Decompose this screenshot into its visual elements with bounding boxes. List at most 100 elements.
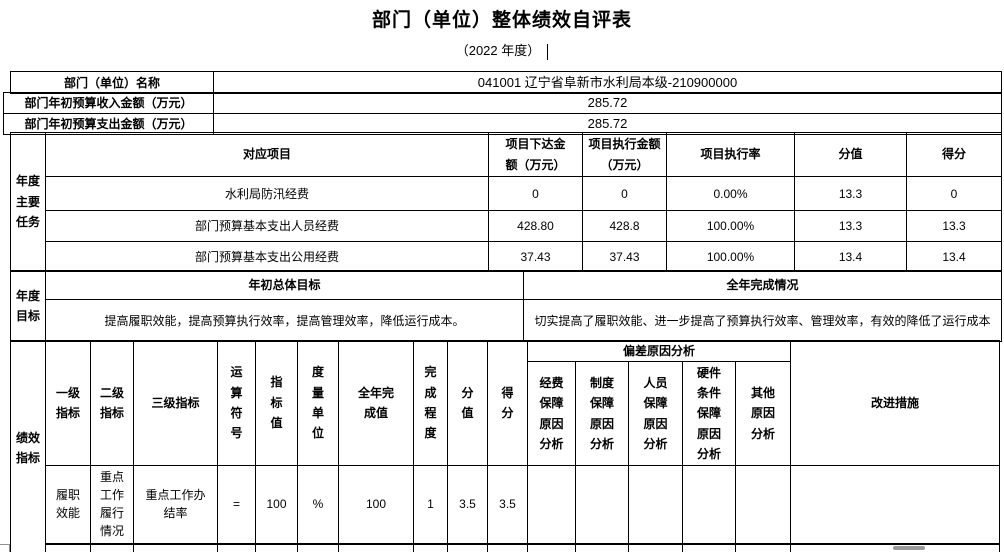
task-score-value[interactable]: 13.3	[794, 210, 907, 242]
ind-dev-funds-cell[interactable]	[527, 465, 576, 545]
ind-unit[interactable]: %	[297, 465, 339, 545]
section-label-tasks: 年度 主要 任务	[10, 132, 46, 272]
ind-dev-hardware-cell[interactable]	[682, 465, 736, 545]
info-row: 部门年初预算支出金额（万元） 285.72	[3, 113, 1002, 135]
task-score-value[interactable]: 13.3	[794, 176, 907, 211]
task-row: 水利局防汛经费 0 0 0.00% 13.3 0	[11, 176, 1002, 211]
empty-cell[interactable]	[338, 543, 414, 552]
ind-improvement-cell[interactable]	[790, 465, 1000, 545]
task-score[interactable]: 13.4	[906, 241, 1002, 272]
tasks-header-executed: 项目执行金额 （万元）	[582, 132, 667, 177]
info-value[interactable]: 285.72	[213, 92, 1002, 114]
empty-cell[interactable]	[297, 543, 339, 552]
tasks-header-issued: 项目下达金 额（万元）	[488, 132, 583, 177]
empty-cell[interactable]	[682, 543, 736, 552]
empty-cell[interactable]	[413, 543, 448, 552]
task-row: 部门预算基本支出人员经费 428.80 428.8 100.00% 13.3 1…	[11, 210, 1002, 242]
task-score[interactable]: 13.3	[906, 210, 1002, 242]
task-issued[interactable]: 37.43	[488, 241, 583, 272]
ind-dev-other-cell[interactable]	[735, 465, 791, 545]
task-executed[interactable]: 0	[582, 176, 667, 211]
task-project[interactable]: 水利局防汛经费	[45, 176, 489, 211]
page-subtitle: （2022 年度）	[0, 41, 1004, 61]
empty-cell[interactable]	[487, 543, 528, 552]
task-project[interactable]: 部门预算基本支出公用经费	[45, 241, 489, 272]
ind-annual[interactable]: 100	[338, 465, 414, 545]
ind-operator[interactable]: =	[217, 465, 256, 545]
info-table-top: 部门（单位）名称 041001 辽宁省阜新市水利局本级-210900000	[10, 71, 1002, 94]
task-rate[interactable]: 100.00%	[666, 210, 795, 242]
tasks-header-rate: 项目执行率	[666, 132, 795, 177]
ind-header-level2: 二级 指标	[90, 340, 134, 466]
ind-score-value[interactable]: 3.5	[447, 465, 488, 545]
empty-cell[interactable]	[217, 543, 256, 552]
empty-cell[interactable]	[735, 543, 791, 552]
tasks-table: 年度 主要 任务 对应项目 项目下达金 额（万元） 项目执行金额 （万元） 项目…	[10, 132, 1002, 272]
ind-target[interactable]: 100	[255, 465, 298, 545]
info-value[interactable]: 041001 辽宁省阜新市水利局本级-210900000	[213, 71, 1002, 94]
info-label: 部门（单位）名称	[10, 71, 214, 94]
info-value[interactable]: 285.72	[213, 113, 1002, 135]
task-executed[interactable]: 428.8	[582, 210, 667, 242]
empty-cell[interactable]	[45, 543, 91, 552]
ind-header-dev-system: 制度 保障 原因 分析	[575, 361, 629, 466]
goals-content-row: 提高履职效能，提高预算执行效率，提高管理效率，降低运行成本。 切实提高了履职效能…	[11, 299, 1002, 342]
info-table-budget: 部门年初预算收入金额（万元） 285.72 部门年初预算支出金额（万元） 285…	[3, 92, 1002, 135]
ind-header-operator: 运 算 符 号	[217, 340, 256, 466]
tasks-header-project: 对应项目	[45, 132, 489, 177]
tasks-header-score: 得分	[906, 132, 1002, 177]
indicator-data-row: 履职 效能 重点 工作 履行 情况 重点工作办 结率 = 100 % 100 1…	[11, 465, 1000, 545]
ind-level3[interactable]: 重点工作办 结率	[133, 465, 218, 545]
ind-degree[interactable]: 1	[413, 465, 448, 545]
info-label: 部门年初预算收入金额（万元）	[3, 92, 214, 114]
empty-cell[interactable]	[447, 543, 488, 552]
task-project[interactable]: 部门预算基本支出人员经费	[45, 210, 489, 242]
page-title: 部门（单位）整体绩效自评表	[371, 10, 632, 31]
ind-header-dev-other: 其他 原因 分析	[735, 361, 791, 466]
ind-header-dev-personnel: 人员 保障 原因 分析	[628, 361, 683, 466]
scrollbar-thumb[interactable]	[893, 546, 925, 550]
table-handle-icon[interactable]	[0, 544, 10, 552]
goals-table: 年度 目标 年初总体目标 全年完成情况 提高履职效能，提高预算执行效率，提高管理…	[10, 270, 1002, 342]
section-label-indicators: 绩效 指标	[10, 340, 46, 552]
ind-header-target: 指 标 值	[255, 340, 298, 466]
task-rate[interactable]: 100.00%	[666, 241, 795, 272]
tasks-header-row: 年度 主要 任务 对应项目 项目下达金 额（万元） 项目执行金额 （万元） 项目…	[10, 132, 1002, 272]
ind-level1[interactable]: 履职 效能	[45, 465, 91, 545]
ind-header-dev-hardware: 硬件 条件 保障 原因 分析	[682, 361, 736, 466]
goals-header-initial: 年初总体目标	[45, 270, 524, 300]
ind-header-dev-funds: 经费 保障 原因 分析	[527, 361, 576, 466]
subtitle-text: （2022 年度）	[455, 43, 541, 58]
ind-header-unit: 度 量 单 位	[297, 340, 339, 466]
task-executed[interactable]: 37.43	[582, 241, 667, 272]
empty-cell[interactable]	[133, 543, 218, 552]
ind-level2[interactable]: 重点 工作 履行 情况	[90, 465, 134, 545]
task-issued[interactable]: 428.80	[488, 210, 583, 242]
ind-header-level3: 三级指标	[133, 340, 218, 466]
empty-cell[interactable]	[628, 543, 683, 552]
goals-initial-text[interactable]: 提高履职效能，提高预算执行效率，提高管理效率，降低运行成本。	[45, 299, 524, 342]
empty-cell[interactable]	[90, 543, 134, 552]
ind-dev-personnel-cell[interactable]	[628, 465, 683, 545]
ind-header-improvement: 改进措施	[790, 340, 1000, 466]
task-rate[interactable]: 0.00%	[666, 176, 795, 211]
ind-header-deviation: 偏差原因分析	[527, 340, 791, 362]
empty-cell[interactable]	[255, 543, 298, 552]
ind-header-annual: 全年完 成值	[338, 340, 414, 466]
indicator-partial-row	[11, 543, 1000, 552]
info-row: 部门年初预算收入金额（万元） 285.72	[3, 92, 1002, 114]
goals-header-completion: 全年完成情况	[523, 270, 1002, 300]
info-label: 部门年初预算支出金额（万元）	[3, 113, 214, 135]
ind-score[interactable]: 3.5	[487, 465, 528, 545]
empty-cell[interactable]	[527, 543, 576, 552]
text-cursor-icon	[547, 43, 549, 60]
goals-completion-text[interactable]: 切实提高了履职效能、进一步提高了预算执行效率、管理效率，有效的降低了运行成本	[523, 299, 1002, 342]
info-row: 部门（单位）名称 041001 辽宁省阜新市水利局本级-210900000	[10, 71, 1002, 94]
task-issued[interactable]: 0	[488, 176, 583, 211]
task-score[interactable]: 0	[906, 176, 1002, 211]
ind-dev-system-cell[interactable]	[575, 465, 629, 545]
task-score-value[interactable]: 13.4	[794, 241, 907, 272]
empty-cell[interactable]	[575, 543, 629, 552]
indicators-header-row-1: 绩效 指标 一级 指标 二级 指标 三级指标 运 算 符 号 指 标 值 度 量…	[10, 340, 1000, 552]
